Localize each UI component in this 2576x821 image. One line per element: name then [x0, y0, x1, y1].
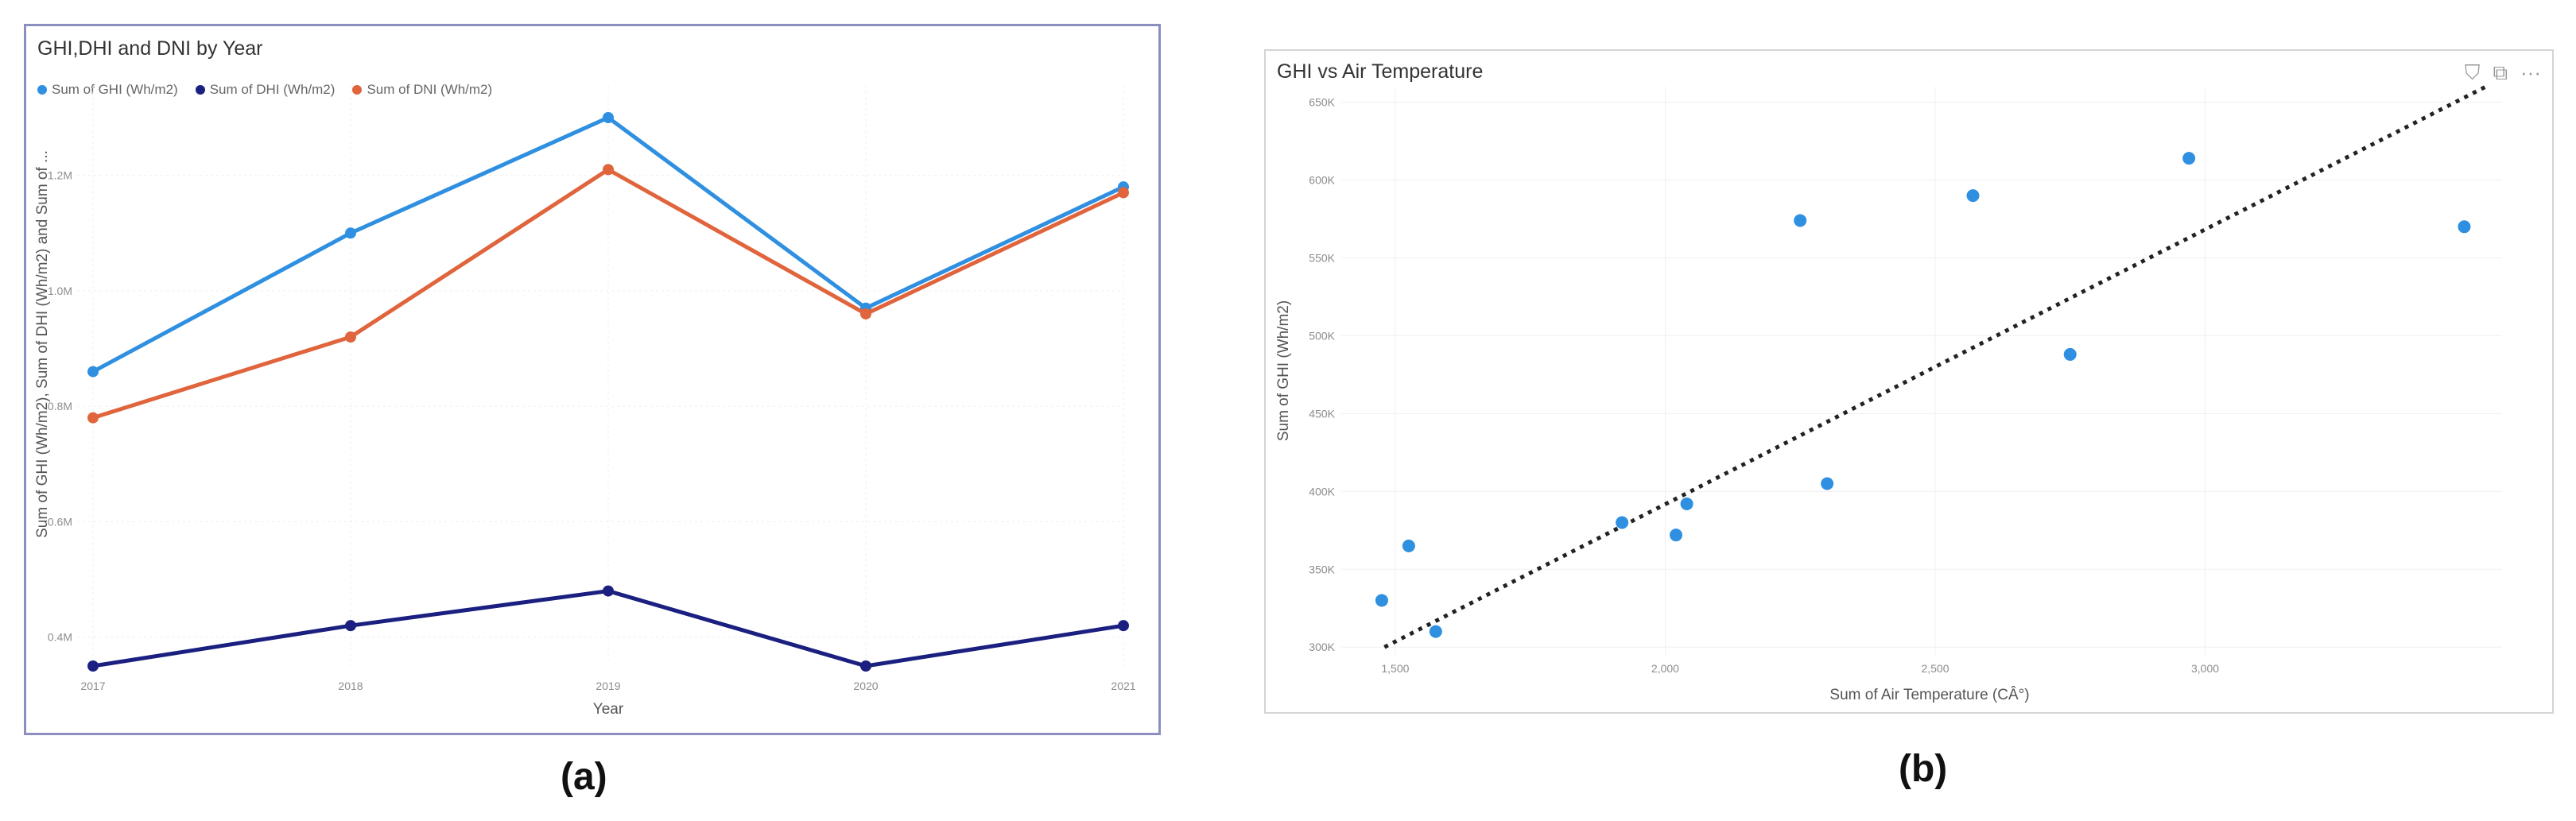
scatter-point — [1680, 497, 1693, 510]
x-tick-label: 2020 — [853, 680, 878, 692]
legend-marker-dni — [352, 85, 363, 95]
x-tick-label: 2,500 — [1921, 662, 1949, 675]
scatter-point — [2063, 347, 2077, 361]
y-tick-label: 0.4M — [48, 631, 72, 644]
y-tick-label: 1.0M — [48, 285, 72, 297]
legend-marker-dhi — [195, 85, 205, 95]
series-point-3 — [860, 308, 871, 319]
x-tick-label: 2019 — [596, 680, 620, 692]
caption-b: (b) — [1899, 748, 1948, 790]
legend-marker-ghi — [37, 85, 47, 95]
series-point-3 — [345, 331, 356, 343]
x-axis-title: Year — [593, 701, 624, 718]
legend-label-dhi: Sum of DHI (Wh/m2) — [209, 82, 336, 97]
legend-label-ghi: Sum of GHI (Wh/m2) — [52, 82, 178, 97]
y-tick-label: 600K — [1309, 174, 1335, 187]
x-tick-label: 2017 — [80, 680, 105, 692]
scatter-point — [1402, 539, 1415, 552]
y-tick-label: 0.8M — [48, 400, 72, 412]
x-tick-label: 1,500 — [1381, 662, 1409, 675]
y-axis-title: Sum of GHI (Wh/m2), Sum of DHI (Wh/m2) a… — [34, 150, 51, 538]
x-tick-label: 2,000 — [1651, 662, 1679, 675]
series-point-2 — [1118, 620, 1129, 632]
scatter-point — [1821, 477, 1834, 490]
y-tick-label: 400K — [1309, 485, 1335, 498]
x-tick-label: 3,000 — [2191, 662, 2219, 675]
series-point-1 — [87, 366, 99, 378]
scatter-point — [2182, 152, 2196, 165]
y-tick-label: 300K — [1309, 641, 1335, 653]
scatter-point — [1670, 529, 1683, 542]
scatter-chart-panel: GHI vs Air Temperature ⛉ ⧉ ··· 300K 350K 4… — [1264, 49, 2554, 714]
line-chart-legend: Sum of GHI (Wh/m2) Sum of DHI (Wh/m2) Su… — [37, 82, 492, 98]
x-tick-label: 2021 — [1111, 680, 1135, 692]
scatter-point — [1616, 516, 1629, 529]
y-tick-label: 550K — [1309, 251, 1335, 264]
scatter-point — [1794, 214, 1807, 227]
legend-item-dni[interactable]: Sum of DNI (Wh/m2) — [352, 82, 492, 98]
more-options-icon[interactable]: ··· — [2520, 60, 2541, 84]
caption-a: (a) — [561, 756, 607, 798]
y-axis-title: Sum of GHI (Wh/m2) — [1275, 300, 1292, 441]
focus-mode-icon[interactable]: ⧉ — [2493, 60, 2508, 84]
scatter-point — [1966, 189, 1980, 203]
series-point-3 — [87, 412, 99, 424]
y-tick-label: 1.2M — [48, 169, 72, 182]
line-chart-plot: 0.4M 0.6M 0.8M 1.0M 1.2M 2017 2018 2019 2020 2021… — [34, 86, 1136, 718]
series-point-3 — [1118, 187, 1129, 199]
scatter-point — [2458, 220, 2471, 234]
x-tick-label: 2018 — [338, 680, 363, 692]
scatter-point — [1429, 625, 1442, 638]
series-point-2 — [345, 620, 356, 632]
scatter-point — [1375, 594, 1388, 607]
scatter-chart-title: GHI vs Air Temperature — [1277, 60, 1484, 83]
legend-label-dni: Sum of DNI (Wh/m2) — [367, 82, 493, 97]
y-tick-label: 350K — [1309, 563, 1335, 575]
series-point-3 — [603, 164, 614, 176]
series-point-1 — [603, 112, 614, 123]
series-line-1 — [91, 115, 1125, 374]
series-point-1 — [345, 227, 356, 239]
y-tick-label: 500K — [1309, 329, 1335, 342]
x-axis-title: Sum of Air Temperature (CÂ°) — [1829, 686, 2029, 703]
y-tick-label: 450K — [1309, 407, 1335, 420]
legend-item-dhi[interactable]: Sum of DHI (Wh/m2) — [195, 82, 336, 98]
series-point-2 — [87, 660, 99, 672]
scatter-chart-plot: 300K 350K 400K 450K 500K 550K 600K 650K 1,500 2,0… — [1275, 84, 2502, 703]
legend-item-ghi[interactable]: Sum of GHI (Wh/m2) — [37, 82, 178, 98]
filter-icon[interactable]: ⛉ — [2464, 60, 2481, 84]
visual-toolbar: ⛉ ⧉ ··· — [2465, 60, 2541, 86]
line-chart-title: GHI,DHI and DNI by Year — [37, 37, 263, 60]
series-point-2 — [860, 660, 871, 672]
y-tick-label: 650K — [1309, 96, 1335, 109]
series-point-2 — [603, 585, 614, 597]
y-tick-label: 0.6M — [48, 515, 72, 528]
line-chart-panel: GHI,DHI and DNI by Year Sum of GHI (Wh/m… — [24, 24, 1161, 735]
